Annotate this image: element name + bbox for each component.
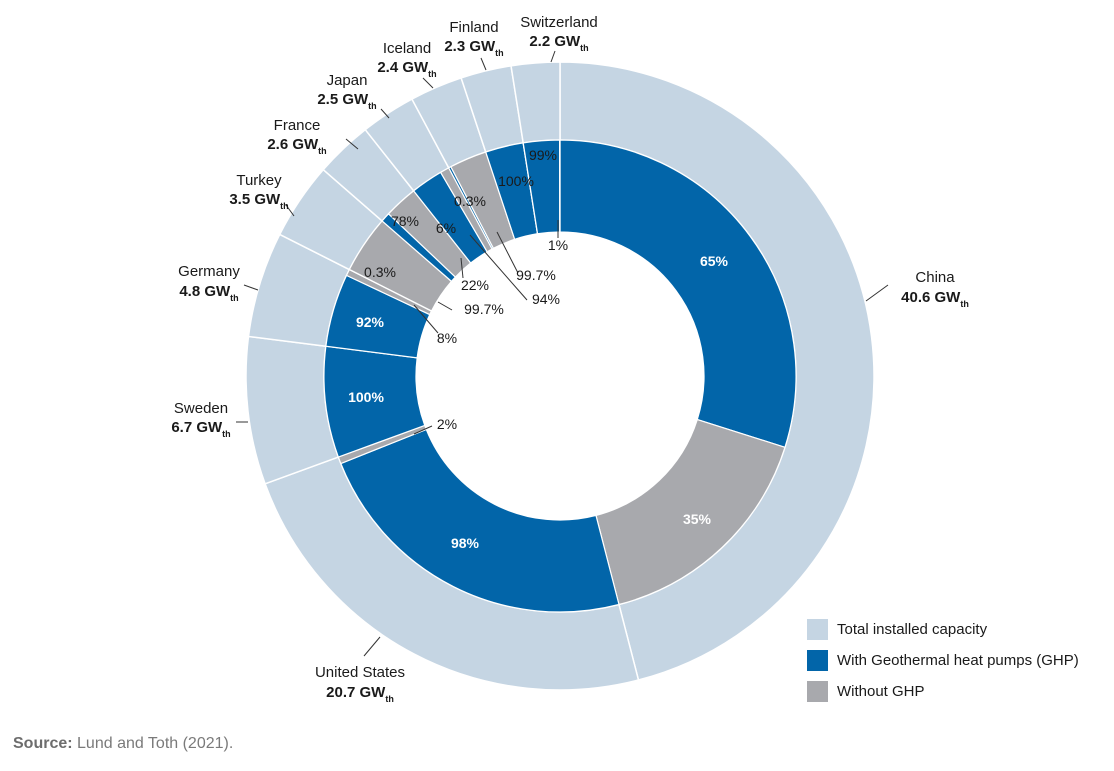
- country-label-germany: Germany: [178, 263, 240, 280]
- pct-label-china-without: 35%: [683, 511, 712, 527]
- leader-line-china: [865, 284, 889, 302]
- legend-label-total: Total installed capacity: [837, 621, 988, 638]
- capacity-label-sweden: 6.7 GWth: [171, 419, 230, 439]
- capacity-label-switzerland: 2.2 GWth: [529, 33, 588, 53]
- country-label-france: France: [274, 117, 321, 134]
- country-label-turkey: Turkey: [236, 172, 282, 189]
- pct-label-germany-with: 92%: [356, 314, 385, 330]
- legend-label-without-ghp: Without GHP: [837, 683, 925, 700]
- pct-label-switzerland-without: 1%: [548, 237, 568, 253]
- country-label-sweden: Sweden: [174, 400, 228, 417]
- capacity-label-japan: 2.5 GWth: [317, 91, 376, 111]
- leader-line-united-states: [363, 636, 381, 657]
- source-note: Source: Lund and Toth (2021).: [13, 735, 233, 753]
- country-label-china: China: [915, 269, 955, 286]
- pct-label-china-with: 65%: [700, 253, 729, 269]
- pct-leader-japan-without: [460, 257, 464, 279]
- country-label-switzerland: Switzerland: [520, 14, 598, 31]
- pct-label-turkey-with: 0.3%: [364, 264, 396, 280]
- pct-leader-germany-without: [413, 304, 439, 334]
- leader-line-turkey: [285, 204, 295, 217]
- leader-line-france: [345, 138, 359, 150]
- pct-leader-turkey-without: [437, 301, 453, 311]
- leader-line-iceland: [422, 77, 434, 89]
- pct-label-finland-with: 100%: [498, 173, 534, 189]
- legend-swatch-without-ghp: [807, 681, 828, 702]
- capacity-label-united-states: 20.7 GWth: [326, 684, 394, 704]
- pct-leader-united-states-without: [413, 425, 433, 435]
- pct-label-finland-without: 0.3%: [454, 193, 486, 209]
- pct-label-united-states-with: 98%: [451, 535, 480, 551]
- legend-swatch-with-ghp: [807, 650, 828, 671]
- country-label-united-states: United States: [315, 664, 405, 681]
- source-prefix: Source:: [13, 735, 73, 752]
- pct-label-switzerland-with: 99%: [529, 147, 557, 163]
- inner-slice-with-ghp-china: [559, 139, 797, 449]
- legend-item-without-ghp: Without GHP: [807, 676, 1079, 707]
- pct-label-japan-with: 78%: [391, 213, 419, 229]
- pct-label-iceland-without: 94%: [532, 291, 560, 307]
- capacity-label-germany: 4.8 GWth: [179, 283, 238, 303]
- country-label-iceland: Iceland: [383, 40, 431, 57]
- pct-label-turkey-without: 99.7%: [464, 301, 504, 317]
- pct-label-turkey-without-upper: 99.7%: [516, 267, 556, 283]
- legend-label-with-ghp: With Geothermal heat pumps (GHP): [837, 652, 1079, 669]
- pct-label-iceland-with: 6%: [436, 220, 456, 236]
- pct-leader-finland-extra: [496, 231, 519, 274]
- country-label-finland: Finland: [449, 19, 498, 36]
- inner-slice-with-ghp-united-states: [340, 428, 620, 613]
- legend-item-total: Total installed capacity: [807, 614, 1079, 645]
- capacity-label-france: 2.6 GWth: [267, 136, 326, 156]
- pct-label-sweden-with: 100%: [348, 389, 384, 405]
- legend-item-with-ghp: With Geothermal heat pumps (GHP): [807, 645, 1079, 676]
- pct-label-germany-without: 8%: [437, 330, 457, 346]
- source-text: Lund and Toth (2021).: [72, 735, 234, 752]
- capacity-label-turkey: 3.5 GWth: [229, 191, 288, 211]
- leader-line-germany: [243, 284, 259, 291]
- pct-leader-iceland-without: [469, 234, 528, 301]
- leader-line-switzerland: [550, 50, 556, 63]
- legend: Total installed capacity With Geothermal…: [807, 614, 1079, 707]
- pct-label-united-states-without: 2%: [437, 416, 457, 432]
- leader-line-japan: [380, 108, 390, 119]
- leader-line-finland: [480, 57, 487, 71]
- capacity-label-iceland: 2.4 GWth: [377, 59, 436, 79]
- country-label-japan: Japan: [327, 72, 368, 89]
- legend-swatch-total: [807, 619, 828, 640]
- capacity-label-finland: 2.3 GWth: [444, 38, 503, 58]
- pct-label-japan-without: 22%: [461, 277, 489, 293]
- capacity-label-china: 40.6 GWth: [901, 289, 969, 309]
